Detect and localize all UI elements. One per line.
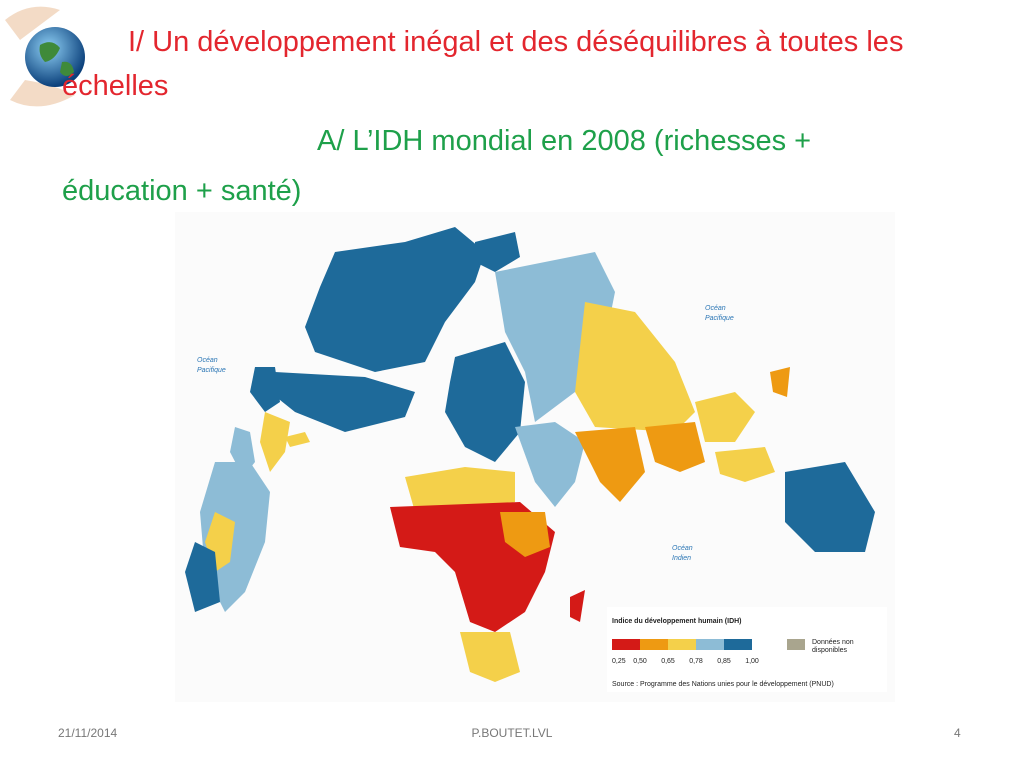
- legend-tick-label: 0,85: [717, 658, 731, 665]
- ocean-label: Pacifique: [705, 315, 734, 322]
- ocean-label: Océan: [197, 357, 218, 364]
- globe-icon: [5, 6, 85, 107]
- north-america: [305, 227, 485, 372]
- legend: Indice du développement humain (IDH) Don…: [607, 607, 887, 692]
- legend-tick-label: 0,65: [661, 658, 675, 665]
- europe: [445, 342, 525, 462]
- slide-subtitle: A/ L’IDH mondial en 2008 (richesses + éd…: [62, 125, 812, 207]
- legend-no-data: Données non: [812, 639, 854, 646]
- legend-no-data: disponibles: [812, 647, 848, 654]
- legend-tick-label: 0,50: [633, 658, 647, 665]
- ocean-label: Océan: [705, 305, 726, 312]
- ocean-label: Indien: [672, 555, 691, 562]
- ocean-label: Océan: [672, 545, 693, 552]
- footer-page: 4: [954, 726, 961, 740]
- legend-source: Source : Programme des Nations unies pou…: [612, 681, 834, 688]
- ocean-label: Pacifique: [197, 367, 226, 374]
- legend-tick-label: 0,25: [612, 658, 626, 665]
- footer-author: P.BOUTET.LVL: [471, 726, 553, 740]
- world-map: Océan Pacifique Océan Pacifique Océan In…: [175, 212, 895, 702]
- footer-date: 21/11/2014: [58, 726, 118, 740]
- legend-title: Indice du développement humain (IDH): [612, 618, 742, 625]
- slide-title: I/ Un développement inégal et des déséqu…: [62, 26, 904, 102]
- legend-tick-label: 0,78: [689, 658, 703, 665]
- legend-tick-label: 1,00: [745, 658, 759, 665]
- australia: [785, 462, 875, 552]
